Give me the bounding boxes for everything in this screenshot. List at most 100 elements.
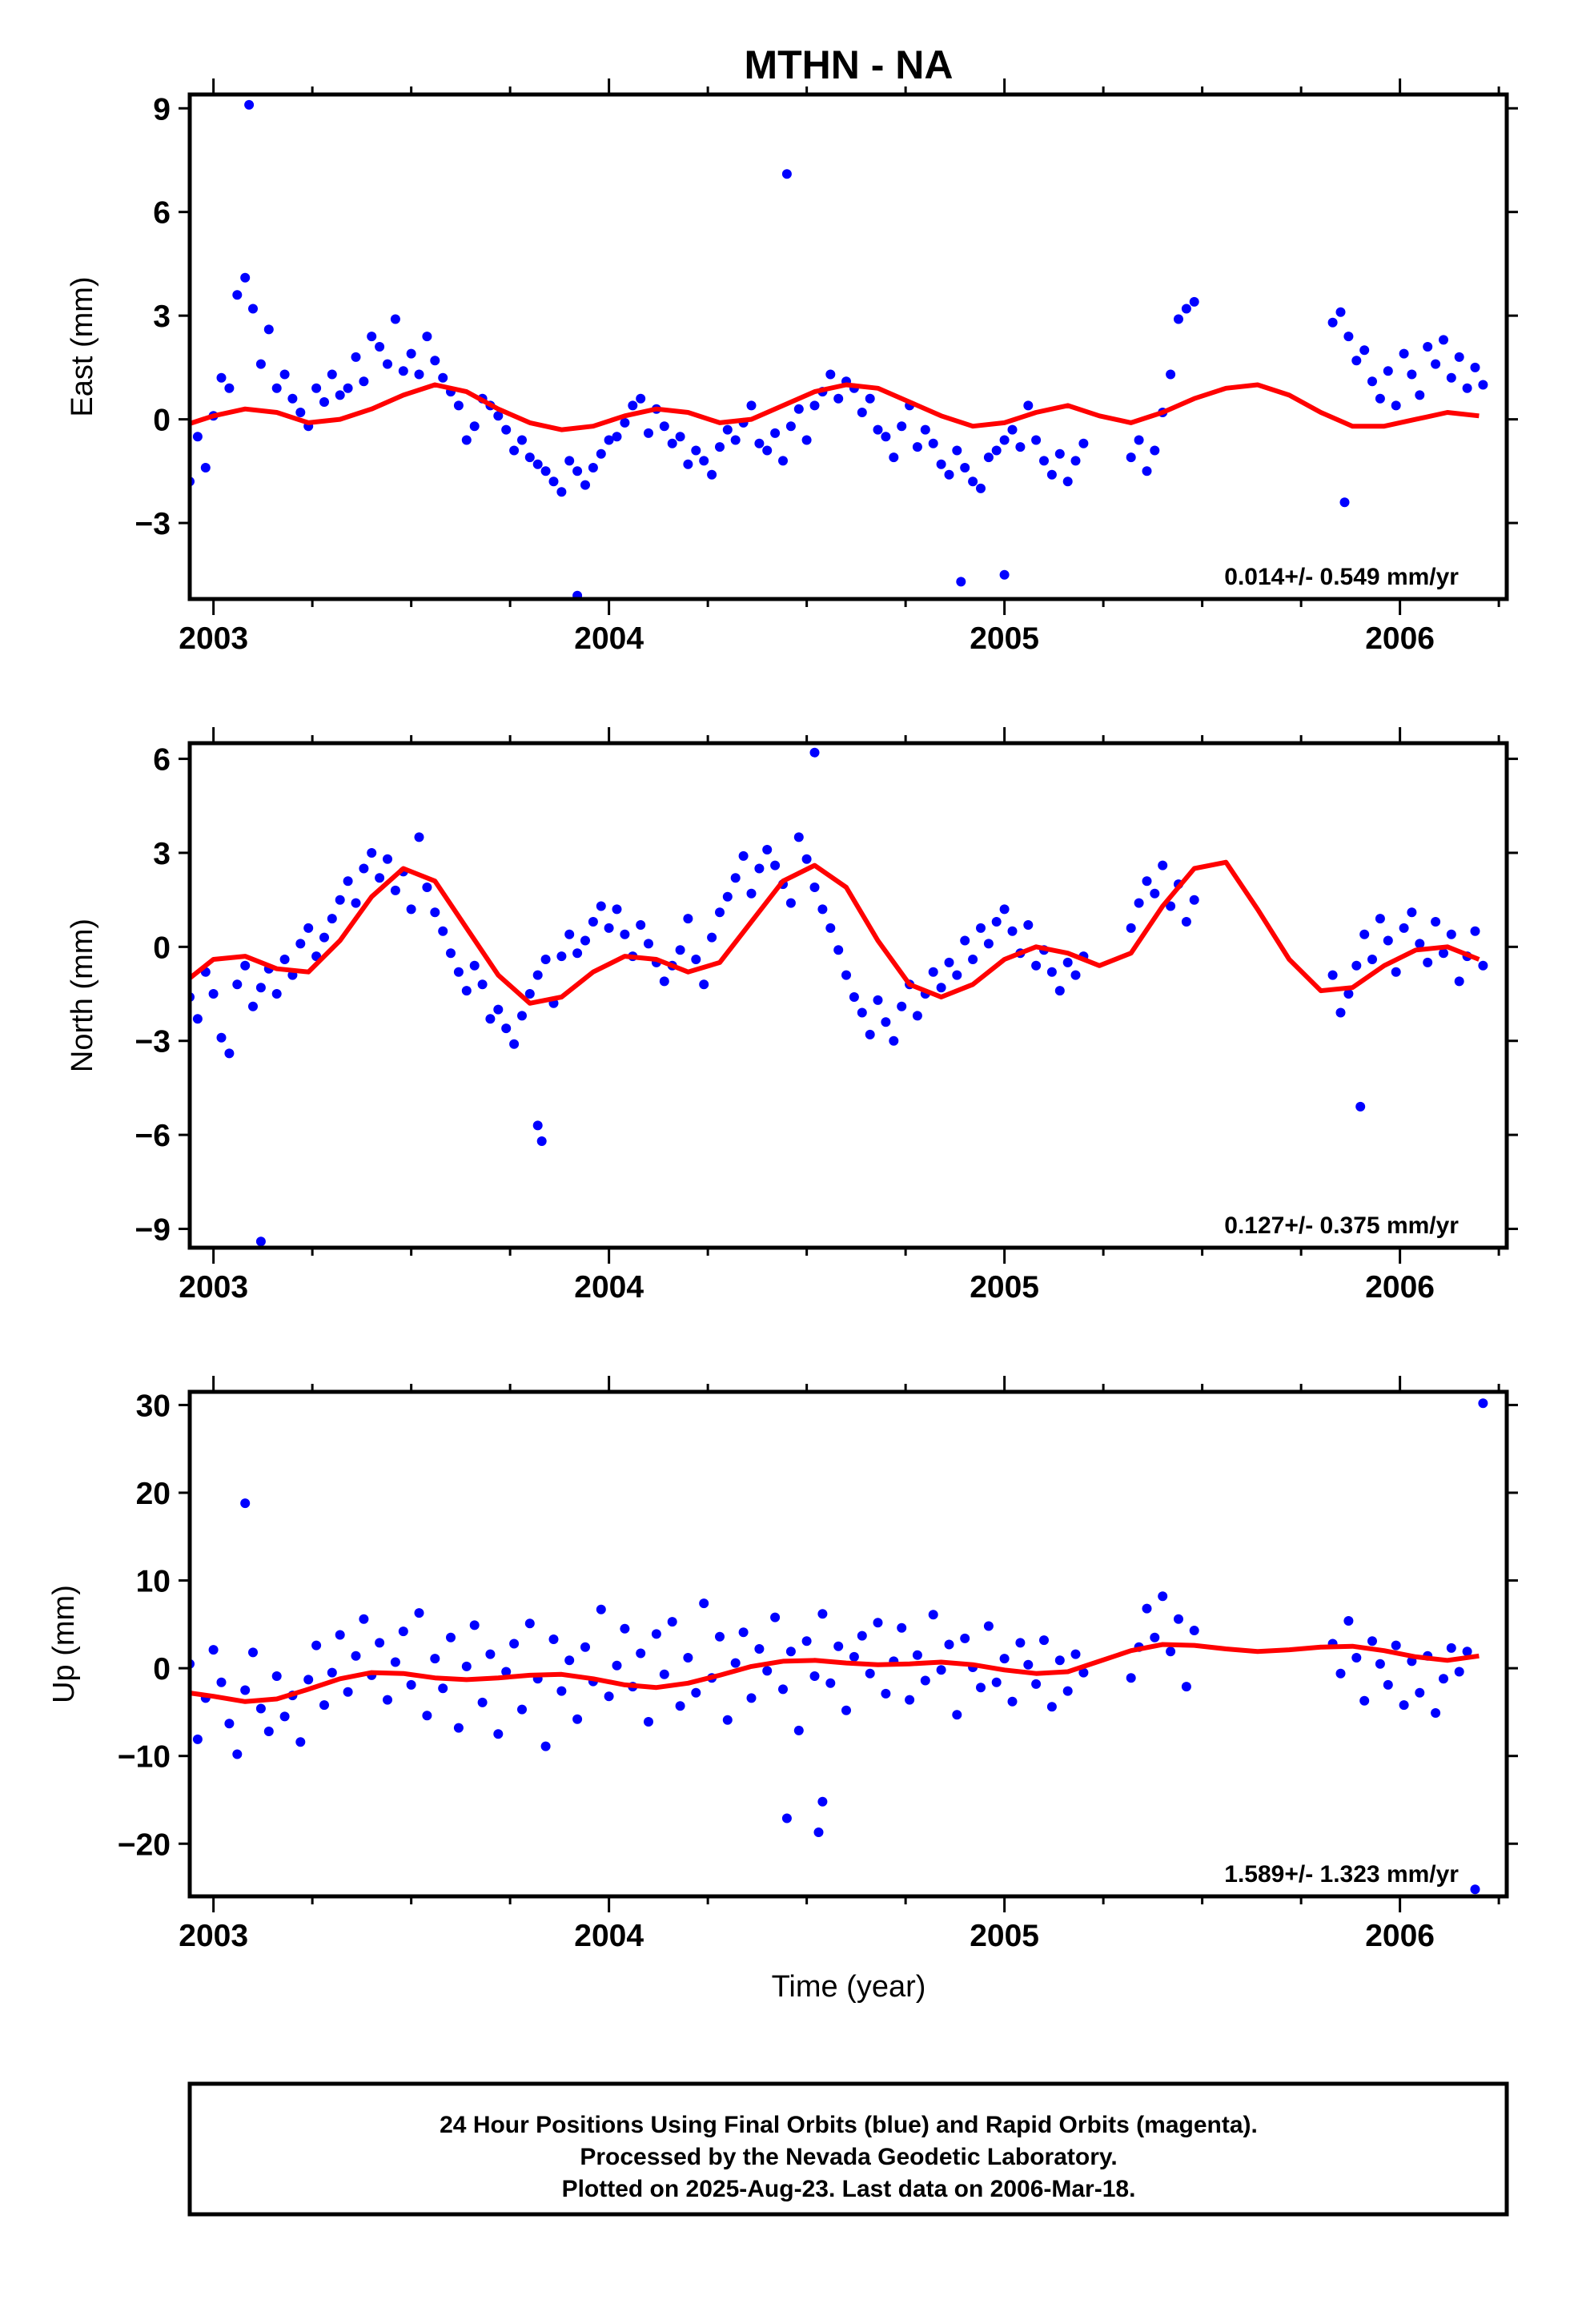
- data-point: [1375, 914, 1385, 924]
- data-point: [224, 1719, 235, 1729]
- data-point: [833, 1641, 844, 1651]
- data-point: [1078, 438, 1089, 448]
- data-point: [1399, 923, 1409, 933]
- data-point: [644, 939, 653, 949]
- data-point: [493, 1729, 504, 1739]
- data-point: [1391, 1640, 1401, 1651]
- data-point: [200, 463, 211, 472]
- data-point: [928, 438, 938, 448]
- data-point: [1351, 356, 1362, 366]
- data-point: [849, 1651, 859, 1662]
- y-tick-label: 9: [153, 92, 171, 127]
- data-point: [422, 332, 432, 342]
- panel-2: −20 −10 0 10 20 30 2003 2004 2005 2006 1.589+/- 1.…: [47, 1376, 1518, 1953]
- data-point: [1478, 960, 1488, 971]
- data-point: [517, 1704, 527, 1715]
- data-point: [1166, 1647, 1176, 1657]
- data-point: [295, 939, 306, 949]
- data-point: [944, 469, 954, 480]
- x-tick-label: 2004: [574, 1270, 644, 1305]
- data-point: [1126, 452, 1136, 463]
- data-point: [1174, 314, 1183, 324]
- data-point: [1031, 435, 1042, 445]
- data-point: [833, 393, 844, 404]
- data-point: [453, 1723, 464, 1733]
- data-point: [865, 1668, 875, 1679]
- data-point: [216, 1032, 227, 1043]
- data-point: [1343, 332, 1354, 342]
- data-point: [564, 929, 575, 939]
- y-tick-label: −6: [135, 1119, 171, 1153]
- data-point: [762, 445, 773, 456]
- plot-area: [190, 1398, 1488, 1895]
- data-point: [999, 904, 1010, 915]
- data-point: [287, 393, 298, 404]
- data-point: [383, 359, 392, 369]
- data-point: [1431, 359, 1441, 369]
- data-point: [659, 1669, 669, 1679]
- data-point: [255, 983, 266, 993]
- data-point: [1070, 970, 1081, 980]
- data-point: [1015, 442, 1026, 452]
- data-point: [536, 1136, 547, 1146]
- data-point: [991, 445, 1002, 456]
- data-point: [335, 895, 345, 905]
- data-point: [691, 445, 701, 456]
- data-point: [1478, 380, 1488, 390]
- data-point: [438, 1683, 448, 1694]
- data-point: [271, 1671, 282, 1681]
- data-point: [383, 854, 392, 864]
- data-point: [1181, 304, 1191, 314]
- data-point: [453, 400, 464, 411]
- rate-annotation: 0.014+/- 0.549 mm/yr: [1224, 564, 1459, 590]
- data-point: [1470, 926, 1480, 936]
- data-point: [477, 1697, 488, 1707]
- data-point: [390, 1657, 400, 1667]
- data-point: [889, 452, 899, 463]
- y-axis-label: North (mm): [66, 919, 99, 1072]
- data-point: [398, 366, 408, 376]
- data-point: [414, 1608, 424, 1618]
- y-tick-label: 10: [136, 1565, 171, 1599]
- data-point: [469, 1620, 480, 1630]
- data-point: [351, 898, 361, 908]
- footer-box: [187, 2081, 1509, 2217]
- data-point: [1046, 967, 1057, 977]
- data-point: [983, 939, 994, 949]
- y-tick-label: 30: [136, 1389, 171, 1423]
- data-point: [683, 914, 693, 924]
- data-point: [1181, 917, 1191, 927]
- data-point: [596, 1604, 606, 1614]
- data-point: [1023, 920, 1034, 930]
- data-point: [781, 1813, 792, 1823]
- data-point: [944, 957, 954, 967]
- data-point: [311, 383, 322, 393]
- data-point: [232, 290, 243, 300]
- data-point: [540, 1741, 551, 1751]
- data-point: [461, 1661, 472, 1671]
- data-point: [596, 448, 606, 459]
- data-point: [746, 888, 757, 899]
- data-point: [375, 873, 385, 883]
- y-tick-label: 6: [153, 743, 171, 778]
- data-point: [730, 435, 741, 445]
- data-point: [1383, 1679, 1393, 1690]
- data-point: [1189, 895, 1199, 905]
- data-point: [446, 948, 456, 959]
- data-point: [375, 342, 385, 352]
- data-point: [857, 408, 867, 417]
- data-point: [1158, 1591, 1168, 1602]
- data-point: [675, 432, 685, 442]
- data-point: [216, 372, 227, 383]
- data-point: [707, 469, 717, 480]
- data-point: [501, 1667, 512, 1677]
- data-point: [1062, 1686, 1073, 1696]
- data-point: [461, 986, 472, 996]
- data-point: [715, 442, 725, 452]
- data-point: [659, 976, 669, 987]
- data-point: [532, 459, 543, 469]
- data-point: [897, 421, 907, 432]
- data-point: [715, 1631, 725, 1642]
- data-point: [1423, 957, 1433, 967]
- footer-line-3: Plotted on 2025-Aug-23. Last data on 200…: [562, 2176, 1136, 2202]
